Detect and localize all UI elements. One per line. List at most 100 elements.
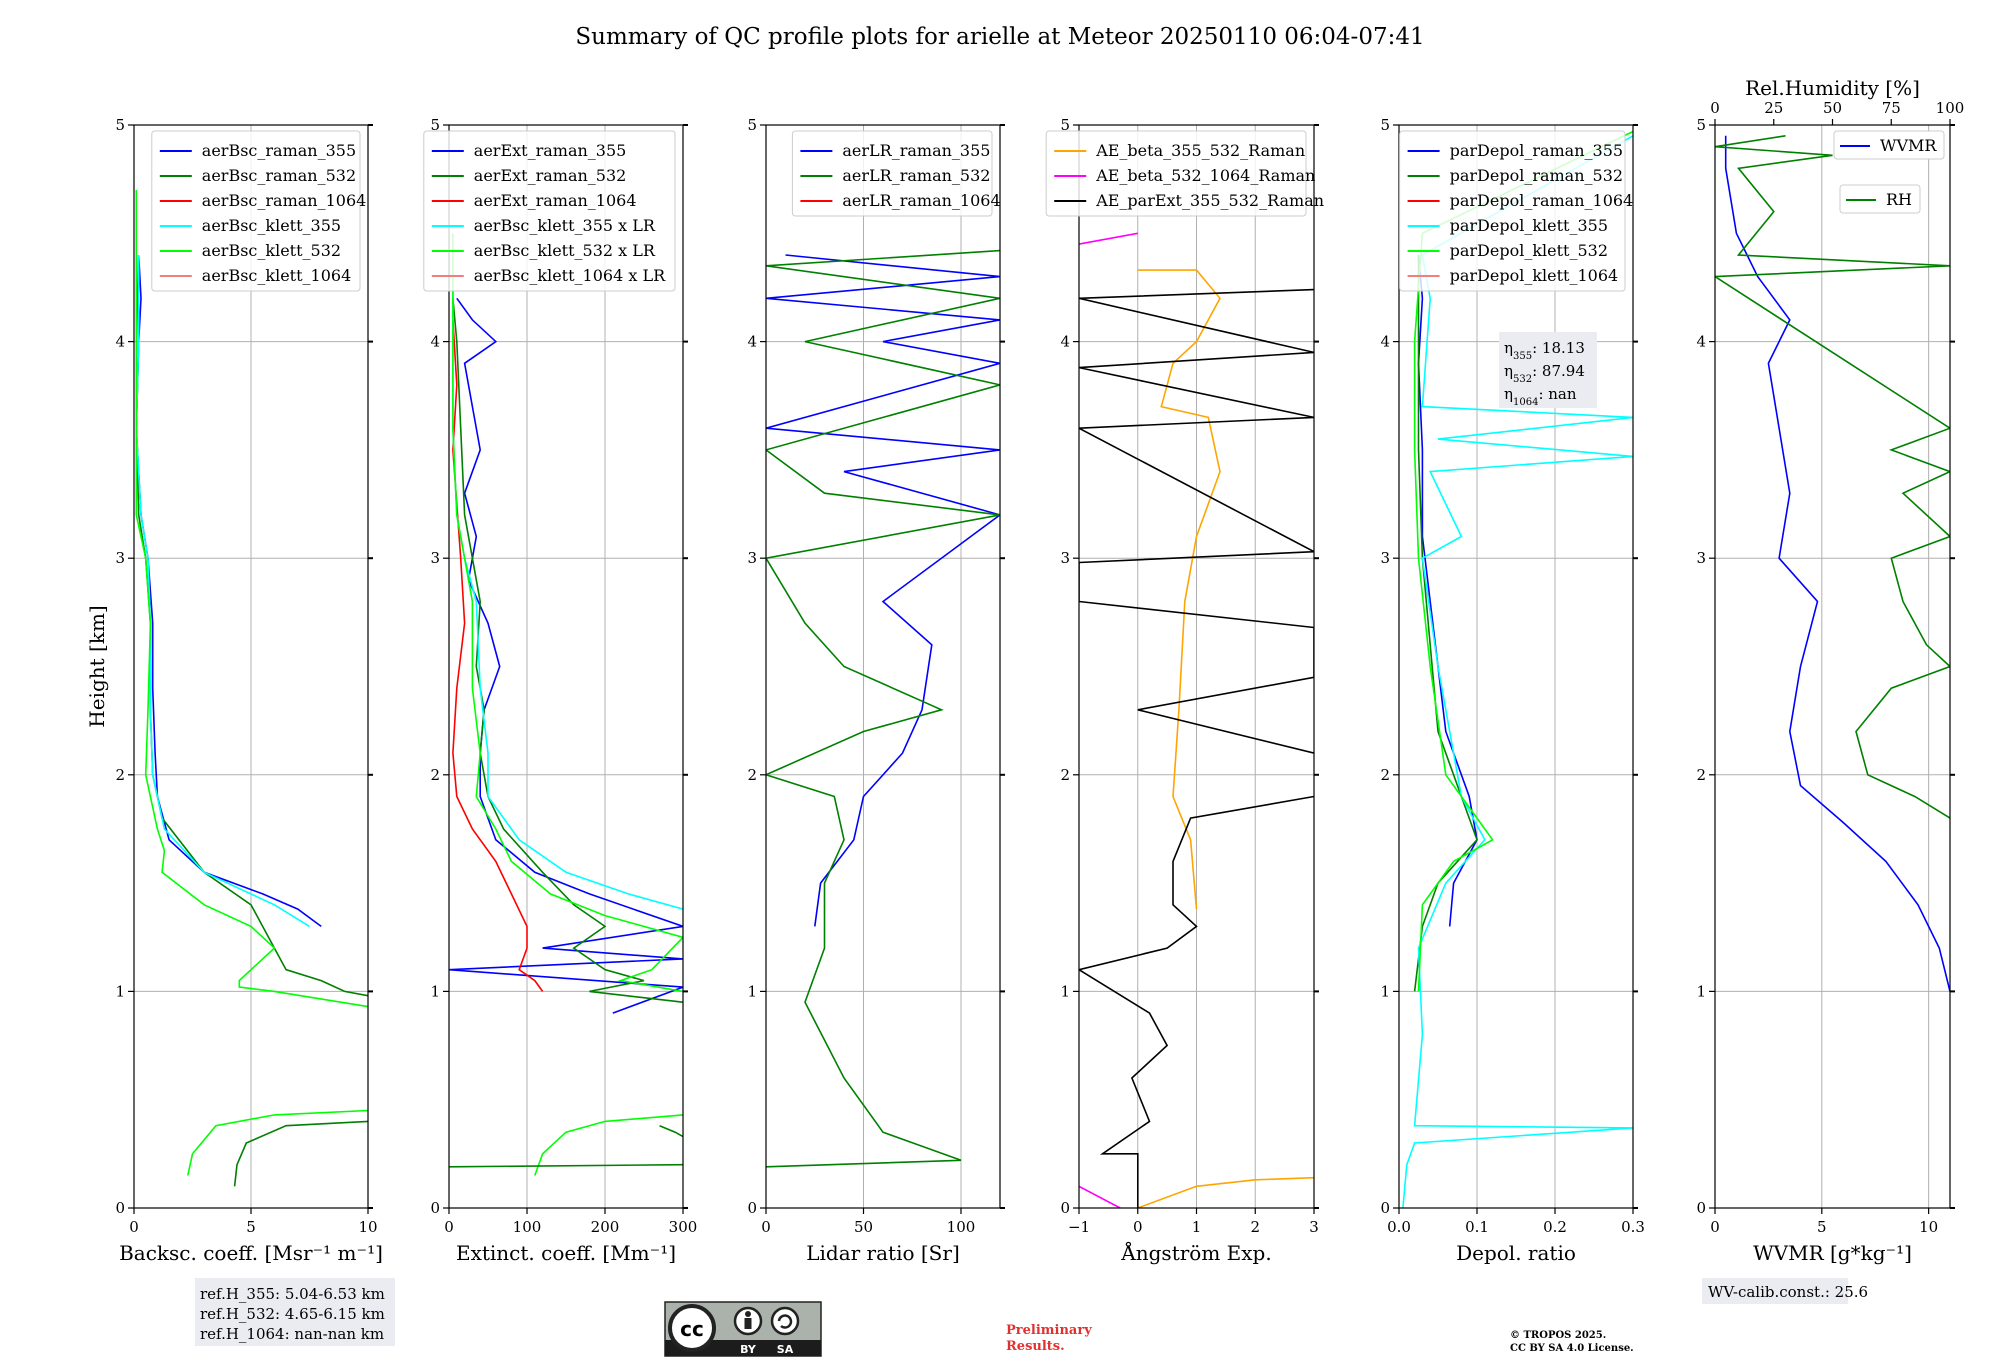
y-tick-label: 3 [1060,549,1070,567]
cc-license-logo: cc BY SA [664,1301,822,1357]
x-tick-label: 0 [444,1218,454,1236]
y-tick-label: 1 [430,982,440,1000]
legend: aerBsc_raman_355 aerBsc_raman_532 aerBsc_r… [151,130,366,292]
y-tick-label: 2 [747,766,757,784]
legend: aerExt_raman_355 aerExt_raman_532 aerExt_r… [423,130,676,292]
x-tick-label: 0.1 [1465,1218,1489,1236]
y-tick-label: 4 [430,333,440,351]
x-tick-label: −1 [1068,1218,1090,1236]
copyright-line2: CC BY SA 4.0 License. [1510,1343,1634,1354]
legend-entry: aerExt_raman_355 [474,141,627,160]
x-tick-label: 5 [1817,1218,1827,1236]
x-axis-label: Lidar ratio [Sr] [806,1241,960,1265]
x-tick-label: 1 [1192,1218,1202,1236]
series-line-extra-0 [233,1120,368,1187]
legend-entry: parDepol_raman_355 [1450,141,1623,160]
x-tick-label: 50 [854,1218,873,1236]
y-tick-label: 5 [1380,116,1390,134]
legend-entry: aerBsc_klett_1064 x LR [474,266,666,285]
x-tick-label: 200 [591,1218,620,1236]
series-line-aerExt_raman_1064 [452,319,544,992]
series-line-parDepol_klett_532 [1413,130,1633,992]
eta-value: η532: 87.94 [1504,362,1585,385]
y-tick-label: 0 [115,1199,125,1217]
y-tick-label: 2 [1060,766,1070,784]
top-x-tick-label: 50 [1823,99,1842,117]
y-tick-label: 3 [115,549,125,567]
y-tick-label: 4 [1060,333,1070,351]
y-tick-label: 1 [1060,982,1070,1000]
legend: RH [1839,184,1921,214]
axes-frame [765,124,1001,1209]
y-tick-label: 3 [430,549,440,567]
legend-entry: aerBsc_raman_532 [202,166,356,185]
top-x-tick-label: 25 [1764,99,1783,117]
legend-entry: AE_parExt_355_532_Raman [1095,191,1324,210]
y-tick-label: 3 [1380,549,1390,567]
y-tick-label: 0 [747,1199,757,1217]
cc-sa-icon [770,1306,800,1336]
axes-frame [1398,124,1634,1209]
legend-entry: aerExt_raman_532 [474,166,627,185]
ref-height-532: ref.H_532: 4.65-6.15 km [200,1305,385,1323]
y-tick-label: 1 [747,982,757,1000]
wv-calib-constant: WV-calib.const.: 25.6 [1708,1283,1868,1301]
series-line-extra-1 [659,1124,683,1138]
legend-entry: aerBsc_klett_532 [202,241,341,260]
top-x-tick-label: 100 [1936,99,1965,117]
series-line-aerBsc_klett_532-segment [187,1109,368,1176]
series-line-aerBsc_klett_532 x LR [452,233,683,993]
preliminary-note-line1: Preliminary [1006,1323,1092,1338]
x-tick-label: 0.3 [1621,1218,1645,1236]
axes-frame [448,124,684,1209]
y-tick-label: 5 [430,116,440,134]
y-tick-label: 2 [115,766,125,784]
x-tick-label: 10 [358,1218,377,1236]
legend-entry: parDepol_raman_1064 [1450,191,1634,210]
y-tick-label: 2 [1696,766,1706,784]
x-tick-label: 300 [669,1218,698,1236]
series-line-aerBsc_klett_532 x LR-segment [534,1114,683,1176]
y-tick-label: 2 [430,766,440,784]
legend-entry: WVMR [1880,136,1937,155]
y-tick-label: 5 [747,116,757,134]
series-line-AE_beta_532_1064_Raman-segment [1079,232,1138,245]
figure-title: Summary of QC profile plots for arielle … [575,24,1424,50]
legend-entry: aerLR_raman_1064 [842,191,1000,210]
series-line-aerBsc_klett_532 [135,190,368,1008]
series-line-AE_parExt_355_532_Raman [1079,795,1314,1208]
legend-entry: parDepol_klett_532 [1450,241,1608,260]
x-tick-label: 3 [1309,1218,1319,1236]
copyright-line1: © TROPOS 2025. [1510,1330,1606,1341]
cc-sa-label: SA [777,1343,794,1356]
legend-entry: aerBsc_klett_355 x LR [474,216,656,235]
series-line-aerLR_raman_355 [766,254,1000,927]
legend-entry: aerLR_raman_532 [842,166,990,185]
panel-2: 0 100 200 300 0 1 2 3 4 5 Extinct. coeff. [Mm⁻¹] ae… [423,116,698,1265]
series-line-aerExt_raman_355 [449,297,683,1014]
top-x-tick-label: 75 [1882,99,1901,117]
y-tick-label: 4 [1380,333,1390,351]
y-axis-label: Height [km] [85,605,109,727]
x-tick-label: 5 [246,1218,256,1236]
y-tick-label: 5 [1696,116,1706,134]
x-axis-label: Depol. ratio [1456,1241,1576,1265]
y-tick-label: 2 [1380,766,1390,784]
legend-entry: parDepol_raman_532 [1450,166,1623,185]
legend: aerLR_raman_355 aerLR_raman_532 aerLR_rama… [791,130,1001,217]
reference-height-box: ref.H_355: 5.04-6.53 km ref.H_532: 4.65-… [195,1278,395,1346]
y-tick-label: 1 [1380,982,1390,1000]
y-tick-label: 0 [430,1199,440,1217]
y-tick-label: 1 [1696,982,1706,1000]
legend-entry: aerExt_raman_1064 [474,191,637,210]
x-axis-label: WVMR [g*kg⁻¹] [1753,1241,1912,1265]
x-axis-label: Backsc. coeff. [Msr⁻¹ m⁻¹] [119,1241,383,1265]
series-line-AE_beta_355_532_Raman-segment [1137,269,1221,910]
legend-entry: AE_beta_532_1064_Raman [1095,166,1315,185]
series-line-AE_beta_532_1064_Raman [1079,1185,1121,1208]
x-tick-label: 2 [1250,1218,1260,1236]
series-line-aerBsc_klett_355 [135,255,310,928]
